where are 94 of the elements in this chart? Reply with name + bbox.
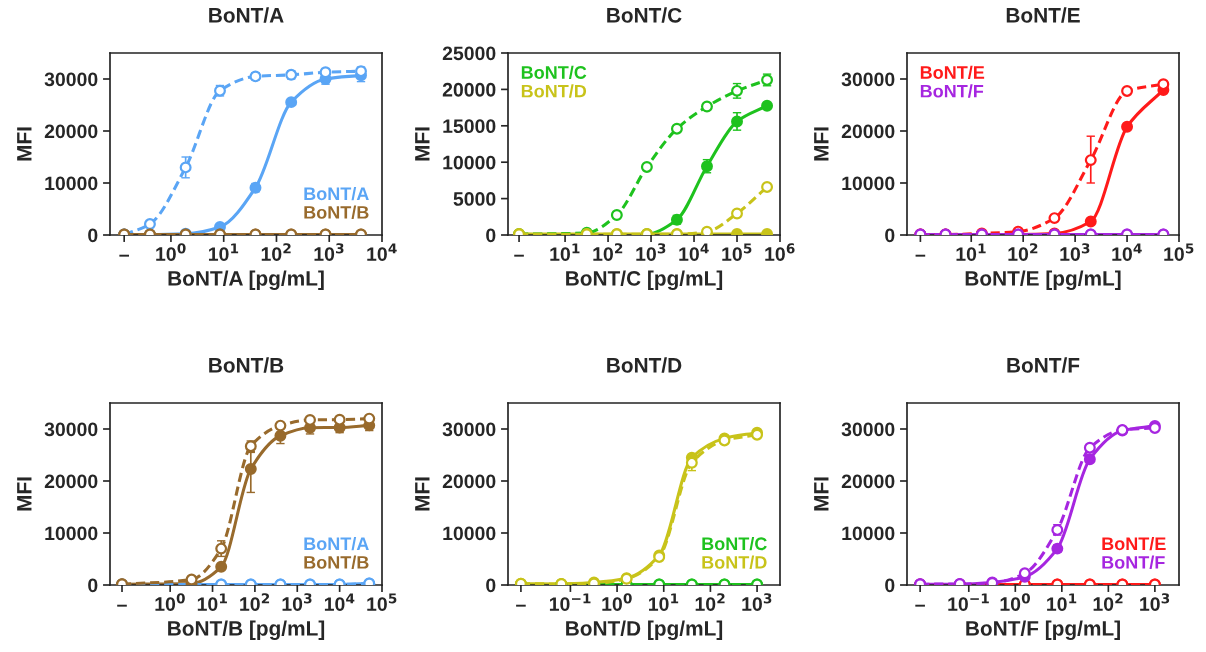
- text: BoNT/D: [521, 84, 587, 98]
- y-tick-label: 0: [885, 228, 895, 243]
- x-tick-label: 10$^{5}$: [367, 593, 397, 611]
- x-tick-label: 10$^{2}$: [261, 243, 291, 261]
- x-tick-label: 10$^{−1}$: [549, 593, 591, 611]
- x-tick-label: 10$^{5}$: [1164, 243, 1194, 261]
- x-tick-label: 10$^{4}$: [679, 243, 709, 261]
- text: BoNT/B: [304, 555, 369, 569]
- x-tick-label: 10$^{−1}$: [948, 593, 989, 611]
- x-tick-label: 10$^{2}$: [695, 593, 725, 611]
- y-axis-title: MFI: [415, 127, 430, 161]
- y-tick-label: 25000: [442, 46, 496, 61]
- y-tick-label: 20000: [44, 124, 98, 139]
- x-tick-label: 10$^{1}$: [956, 243, 986, 261]
- y-tick-label: 20000: [841, 124, 895, 139]
- x-axis-title: BoNT/F [pg/mL]: [966, 620, 1120, 640]
- x-tick-label: 10$^{2}$: [1008, 243, 1038, 261]
- y-tick-label: 20000: [44, 474, 98, 489]
- y-tick-label: 10000: [842, 176, 895, 191]
- x-tick-label: 10$^{4}$: [1112, 243, 1142, 261]
- x-tick-label: 10$^{2}$: [240, 593, 270, 611]
- x-tick-label: 10$^{0}$: [156, 243, 186, 261]
- y-axis-title: MFI: [814, 127, 829, 161]
- x-tick-label: 10$^{6}$: [765, 243, 795, 261]
- y-tick-label: 30000: [841, 72, 895, 87]
- y-tick-label: 10000: [443, 155, 496, 170]
- x-tick-label: 10$^{3}$: [314, 243, 344, 261]
- text: BoNT/A: [304, 186, 369, 201]
- y-axis-title: MFI: [17, 477, 32, 511]
- chart-title: BoNT/B: [209, 357, 284, 373]
- x-tick-label: 10$^{4}$: [367, 243, 397, 261]
- series-label: BoNT/E: [1102, 536, 1166, 551]
- y-tick-label: 15000: [443, 119, 496, 134]
- x-tick-label: –: [514, 254, 524, 257]
- x-tick-label: 10$^{1}$: [208, 243, 239, 261]
- x-tick-label: 10$^{1}$: [649, 593, 679, 611]
- y-tick-label: 0: [88, 578, 98, 593]
- text: BoNT/D: [702, 555, 767, 569]
- y-tick-label: 30000: [44, 72, 98, 87]
- y-tick-label: 5000: [453, 192, 496, 206]
- chart-title: BoNT/F: [1007, 357, 1080, 373]
- x-tick-label: –: [915, 604, 925, 607]
- y-axis-title: MFI: [814, 477, 829, 511]
- y-tick-label: 10000: [842, 526, 895, 541]
- series-label: BoNT/A: [304, 536, 369, 551]
- chart-title: BoNT/C: [607, 7, 682, 23]
- text: BoNT/E: [920, 65, 985, 80]
- text: BoNT/F: [920, 84, 984, 98]
- y-tick-label: 20000: [841, 474, 895, 489]
- x-tick-label: 10$^{3}$: [282, 593, 312, 611]
- chart-title: BoNT/E: [1006, 7, 1080, 23]
- text: BoNT/C: [521, 65, 587, 80]
- x-tick-label: 10$^{1}$: [197, 593, 227, 611]
- chart-title: BoNT/D: [607, 357, 682, 373]
- y-tick-label: 0: [486, 228, 496, 243]
- x-tick-label: –: [516, 604, 526, 607]
- y-tick-label: 0: [88, 228, 98, 243]
- x-tick-label: 10$^{3}$: [1060, 243, 1090, 261]
- x-tick-label: 10$^{5}$: [722, 243, 752, 261]
- x-axis-title: BoNT/B [pg/mL]: [168, 620, 325, 640]
- x-axis-title: BoNT/E [pg/mL]: [965, 270, 1121, 290]
- x-tick-label: 10$^{1}$: [550, 243, 580, 261]
- series-label: BoNT/B: [304, 205, 369, 219]
- y-tick-label: 10000: [443, 526, 496, 541]
- x-tick-label: –: [119, 254, 129, 257]
- x-axis-title: BoNT/D [pg/mL]: [566, 620, 723, 640]
- x-tick-label: –: [915, 254, 926, 257]
- y-axis-title: MFI: [17, 127, 32, 161]
- y-axis-title: MFI: [415, 477, 430, 511]
- x-tick-label: 10$^{0}$: [1000, 593, 1030, 611]
- chart-title: BoNT/A: [209, 7, 284, 23]
- x-tick-label: 10$^{4}$: [324, 593, 355, 611]
- y-tick-label: 30000: [44, 422, 98, 437]
- x-tick-label: 10$^{0}$: [602, 593, 632, 611]
- x-tick-label: 10$^{0}$: [155, 593, 185, 611]
- x-tick-label: –: [117, 604, 127, 607]
- x-tick-label: 10$^{2}$: [593, 243, 623, 261]
- y-tick-label: 20000: [442, 474, 496, 489]
- x-axis-title: BoNT/A [pg/mL]: [168, 270, 324, 290]
- x-axis-title: BoNT/C [pg/mL]: [566, 270, 723, 290]
- y-tick-label: 20000: [442, 82, 496, 97]
- y-tick-label: 10000: [45, 176, 98, 191]
- x-tick-label: 10$^{3}$: [742, 593, 772, 611]
- series-label: BoNT/C: [702, 536, 767, 551]
- x-tick-label: 10$^{1}$: [1047, 593, 1077, 611]
- x-tick-label: 10$^{3}$: [636, 243, 666, 261]
- y-tick-label: 30000: [841, 422, 895, 437]
- text: BoNT/F: [1102, 555, 1165, 569]
- y-tick-label: 0: [885, 578, 895, 593]
- x-tick-label: 10$^{3}$: [1140, 593, 1170, 611]
- y-tick-label: 10000: [45, 526, 98, 541]
- x-tick-label: 10$^{2}$: [1093, 593, 1123, 611]
- y-tick-label: 30000: [442, 422, 496, 437]
- y-tick-label: 0: [486, 578, 496, 593]
